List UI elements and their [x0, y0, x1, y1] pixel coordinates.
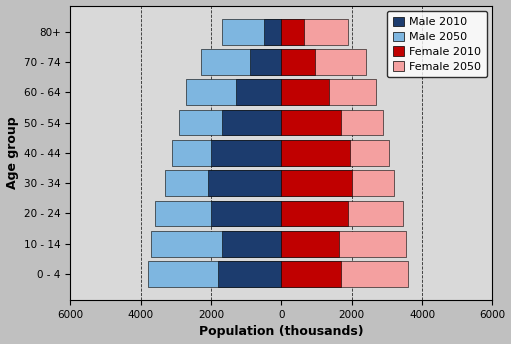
Bar — [264, 19, 282, 45]
Bar — [282, 19, 348, 45]
Bar — [282, 19, 304, 45]
Bar — [282, 49, 366, 75]
Bar — [179, 110, 282, 136]
Bar — [166, 170, 282, 196]
Bar — [282, 170, 394, 196]
Bar — [187, 79, 282, 105]
Bar — [282, 110, 341, 136]
Bar — [207, 170, 282, 196]
Bar — [282, 261, 408, 287]
Bar — [222, 19, 282, 45]
Legend: Male 2010, Male 2050, Female 2010, Female 2050: Male 2010, Male 2050, Female 2010, Femal… — [387, 11, 487, 77]
Bar — [200, 49, 282, 75]
Bar — [282, 140, 350, 166]
Bar — [282, 79, 329, 105]
Bar — [151, 231, 282, 257]
Bar — [155, 201, 282, 226]
Bar — [282, 170, 352, 196]
Bar — [282, 110, 383, 136]
Bar — [282, 79, 377, 105]
Bar — [282, 231, 339, 257]
Bar — [172, 140, 282, 166]
Bar — [282, 201, 403, 226]
Bar — [282, 49, 315, 75]
Bar — [236, 79, 282, 105]
Bar — [211, 201, 282, 226]
Bar — [222, 231, 282, 257]
Bar — [218, 261, 282, 287]
Bar — [282, 231, 406, 257]
Bar — [211, 140, 282, 166]
Bar — [282, 140, 389, 166]
X-axis label: Population (thousands): Population (thousands) — [199, 325, 364, 338]
Bar — [148, 261, 282, 287]
Bar — [282, 201, 348, 226]
Bar — [282, 261, 341, 287]
Bar — [250, 49, 282, 75]
Bar — [222, 110, 282, 136]
Y-axis label: Age group: Age group — [6, 117, 18, 189]
